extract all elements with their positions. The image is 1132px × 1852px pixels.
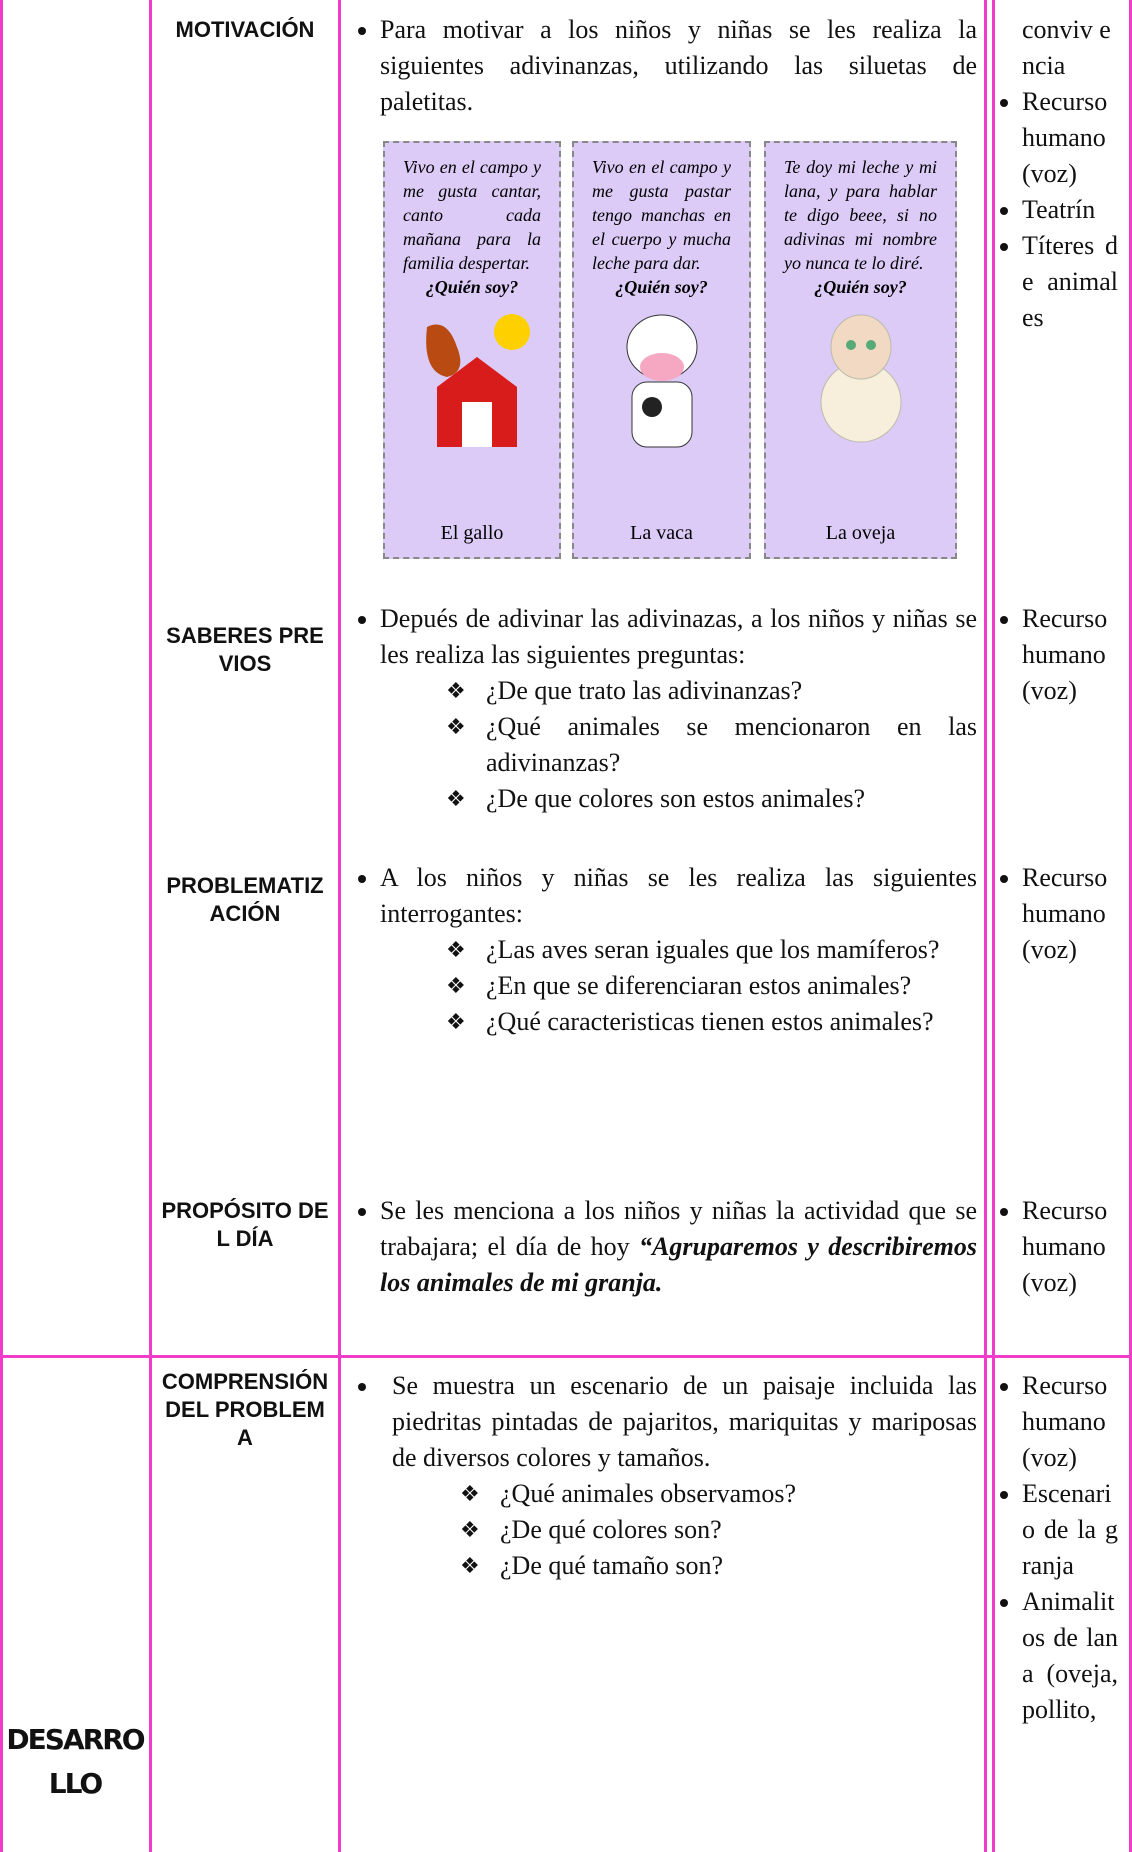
question: ¿De qué tamaño son? xyxy=(460,1548,977,1584)
riddle: Vivo en el campo y me gusta cantar, cant… xyxy=(403,157,541,273)
resources: Recurso humano (voz) xyxy=(998,860,1118,968)
resource: Recurso humano (voz) xyxy=(1022,860,1118,968)
illustration xyxy=(626,314,697,448)
riddle: Te doy mi leche y mi lana, y para hablar… xyxy=(784,157,937,273)
border xyxy=(0,1355,1132,1358)
card: Vivo en el campo y me gusta cantar, cant… xyxy=(383,141,561,559)
border xyxy=(984,0,987,1852)
bullet: Se les menciona a los niños y niñas la a… xyxy=(380,1193,977,1301)
illustration xyxy=(426,314,530,447)
border xyxy=(0,0,3,1852)
row-label: PROBLEMATIZACIÓN xyxy=(166,873,324,926)
question: ¿Quién soy? xyxy=(615,277,708,297)
question: ¿Las aves seran iguales que los mamífero… xyxy=(446,932,977,968)
border xyxy=(1129,0,1132,1852)
row-label: SABERES PREVIOS xyxy=(166,623,324,676)
question: ¿Qué animales se mencionaron en las adiv… xyxy=(446,709,977,781)
resources: Recurso humano (voz) xyxy=(998,1193,1118,1301)
content: Se les menciona a los niños y niñas la a… xyxy=(352,1193,977,1301)
row-label: MOTIVACIÓN xyxy=(175,17,315,42)
bullet: Se muestra un escenario de un paisaje in… xyxy=(380,1368,977,1476)
resources: Recurso humano (voz) xyxy=(998,601,1118,709)
content: Se muestra un escenario de un paisaje in… xyxy=(352,1368,977,1584)
illustration xyxy=(820,314,901,443)
border xyxy=(992,0,995,1852)
answer: La oveja xyxy=(825,522,896,544)
row-label: COMPRENSIÓN DEL PROBLEMA xyxy=(161,1369,329,1450)
question: ¿En que se diferenciaran estos animales? xyxy=(446,968,977,1004)
text: Se les menciona a los niños y niñas la a… xyxy=(380,1196,977,1261)
question: ¿De que colores son estos animales? xyxy=(446,781,977,817)
riddle: Vivo en el campo y me gusta pastar tengo… xyxy=(592,157,731,273)
question: ¿Quién soy? xyxy=(425,277,519,297)
resource: Animalitos de lana (oveja, pollito, xyxy=(1022,1584,1118,1728)
content: Depués de adivinar las adivinazas, a los… xyxy=(352,601,977,817)
card: Vivo en el campo y me gusta pastar tengo… xyxy=(572,141,751,559)
resource: conviv encia xyxy=(1022,15,1111,80)
content: Para motivar a los niños y niñas se les … xyxy=(352,12,977,120)
bullet: A los niños y niñas se les realiza las s… xyxy=(380,860,977,932)
answer: El gallo xyxy=(440,522,504,544)
resource: Escenario de la granja xyxy=(1022,1476,1118,1584)
answer: La vaca xyxy=(630,522,693,544)
resources: Recurso humano (voz) Escenario de la gra… xyxy=(998,1368,1118,1728)
question: ¿De qué colores son? xyxy=(460,1512,977,1548)
emphasis: “Agruparemos y describiremos los animale… xyxy=(380,1232,977,1297)
resources: conviv encia Recurso humano (voz) Teatrí… xyxy=(998,12,1118,336)
resource: Recurso humano (voz) xyxy=(1022,84,1118,192)
bullet: Para motivar a los niños y niñas se les … xyxy=(380,12,977,120)
resource: Recurso humano (voz) xyxy=(1022,601,1118,709)
resource: Recurso humano (voz) xyxy=(1022,1193,1118,1301)
question: ¿Qué animales observamos? xyxy=(460,1476,977,1512)
content: A los niños y niñas se les realiza las s… xyxy=(352,860,977,1040)
border xyxy=(338,0,341,1852)
bullet: Depués de adivinar las adivinazas, a los… xyxy=(380,601,977,673)
resource: Recurso humano (voz) xyxy=(1022,1368,1118,1476)
card: Te doy mi leche y mi lana, y para hablar… xyxy=(764,141,957,559)
section-label: DESARROLLO xyxy=(6,1723,145,1800)
resource: Títeres de animales xyxy=(1022,228,1118,336)
question: ¿Qué caracteristicas tienen estos animal… xyxy=(446,1004,977,1040)
question: ¿De que trato las adivinanzas? xyxy=(446,673,977,709)
row-label: PROPÓSITO DEL DÍA xyxy=(161,1198,329,1251)
resource: Teatrín xyxy=(1022,192,1118,228)
border xyxy=(149,0,152,1852)
question: ¿Quién soy? xyxy=(814,277,907,297)
